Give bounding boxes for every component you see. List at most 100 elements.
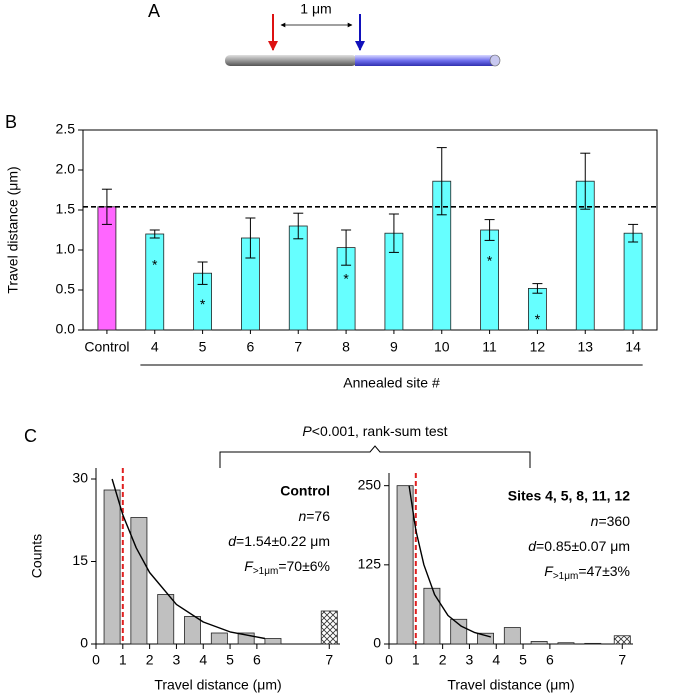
y-tick-label: 0 <box>80 635 88 651</box>
x-tick-label: 7 <box>618 652 626 668</box>
x-tick-label: 4 <box>151 339 159 355</box>
overflow-bar <box>613 635 631 645</box>
y-tick-label: 250 <box>358 476 382 492</box>
error-bar <box>149 229 160 239</box>
x-axis-label: Travel distance (μm) <box>447 677 574 693</box>
bar <box>396 485 414 645</box>
error-bar <box>436 147 447 216</box>
error-bar <box>532 283 543 294</box>
x-axis-label: Travel distance (μm) <box>154 677 281 693</box>
stat-value: =70±6% <box>278 558 330 574</box>
y-tick-label: 0.5 <box>56 281 76 297</box>
x-tick-label: 13 <box>577 339 593 355</box>
p-text: <0.001, rank-sum test <box>312 423 448 439</box>
stat: n=360 <box>591 513 631 529</box>
panel-label: B <box>5 112 17 132</box>
error-bar <box>484 219 495 241</box>
x-tick-label: 12 <box>530 339 546 355</box>
overflow-bar <box>320 610 338 645</box>
x-axis-label: Annealed site # <box>343 375 440 391</box>
bar <box>530 641 548 645</box>
stat-value: =1.54±0.22 μm <box>236 533 330 549</box>
x-tick-label: 0 <box>385 652 393 668</box>
x-tick-label: 3 <box>173 652 181 668</box>
y-axis-label: Counts <box>29 534 45 578</box>
y-tick-label: 2.0 <box>56 161 76 177</box>
x-tick-label: 3 <box>466 652 474 668</box>
x-tick-label: 10 <box>434 339 450 355</box>
stat-symbol: d <box>528 538 537 554</box>
plot-frame <box>82 129 658 331</box>
y-tick-label: 1.0 <box>56 241 76 257</box>
y-tick-label: 15 <box>72 552 88 568</box>
stat-value: =76 <box>306 508 330 524</box>
stat: F>1μm=47±3% <box>544 563 630 582</box>
x-tick-label: 5 <box>226 652 234 668</box>
bar <box>103 489 121 645</box>
bar <box>503 627 521 645</box>
stat: d=1.54±0.22 μm <box>228 533 330 549</box>
fit-curve <box>111 478 266 640</box>
bar <box>288 225 308 331</box>
stat: n=76 <box>298 508 330 524</box>
x-tick-label: Control <box>84 339 129 355</box>
y-tick-label: 0.0 <box>56 321 76 337</box>
bar <box>97 206 117 331</box>
stat-symbol: n <box>591 513 599 529</box>
error-bar <box>293 212 304 240</box>
y-tick-label: 2.5 <box>56 121 76 137</box>
bar <box>584 642 602 645</box>
bar <box>423 587 441 645</box>
y-axis-label: Travel distance (μm) <box>5 166 21 293</box>
error-bar <box>341 229 352 266</box>
x-tick-label: 7 <box>325 652 333 668</box>
x-tick-label: 7 <box>294 339 302 355</box>
error-bar <box>197 261 208 285</box>
bar <box>623 232 643 331</box>
x-tick-label: 1 <box>119 652 127 668</box>
bracket <box>219 445 531 468</box>
fit-curve <box>408 485 492 638</box>
panel-title: Control <box>280 483 330 499</box>
x-tick-label: 2 <box>439 652 447 668</box>
error-bar <box>628 223 639 243</box>
x-tick-label: 8 <box>342 339 350 355</box>
x-tick-label: 5 <box>199 339 207 355</box>
x-tick-label: 0 <box>92 652 100 668</box>
bar <box>157 594 175 645</box>
x-tick-label: 4 <box>199 652 207 668</box>
x-tick-label: 14 <box>625 339 641 355</box>
panel-title: Sites 4, 5, 8, 11, 12 <box>508 488 630 504</box>
stat-symbol: F <box>244 558 254 574</box>
x-tick-label: 6 <box>247 339 255 355</box>
bar <box>264 638 282 645</box>
bar <box>450 618 468 645</box>
error-bar <box>101 188 112 225</box>
stat-symbol: F <box>544 563 554 579</box>
y-tick-label: 1.5 <box>56 201 76 217</box>
scale-label: 1 μm <box>300 1 331 17</box>
stat: d=0.85±0.07 μm <box>528 538 630 554</box>
stat-symbol: n <box>298 508 306 524</box>
bar <box>480 229 499 331</box>
x-tick-label: 1 <box>412 652 420 668</box>
y-tick-label: 30 <box>72 470 88 486</box>
bar <box>557 642 575 645</box>
panel-label: A <box>148 1 160 21</box>
x-tick-label: 6 <box>546 652 554 668</box>
x-tick-label: 11 <box>482 339 497 355</box>
stat-value: =47±3% <box>578 563 630 579</box>
significance-mark: * <box>343 270 349 286</box>
bar <box>130 517 148 645</box>
y-tick-label: 125 <box>358 556 382 572</box>
bar <box>210 632 228 645</box>
stat-symbol: d <box>228 533 237 549</box>
significance-mark: * <box>535 311 541 327</box>
x-tick-label: 6 <box>253 652 261 668</box>
panel-label: C <box>24 426 37 446</box>
rod <box>225 54 501 67</box>
error-bar <box>245 217 256 259</box>
p-symbol: P <box>302 423 312 439</box>
bar <box>145 233 165 331</box>
